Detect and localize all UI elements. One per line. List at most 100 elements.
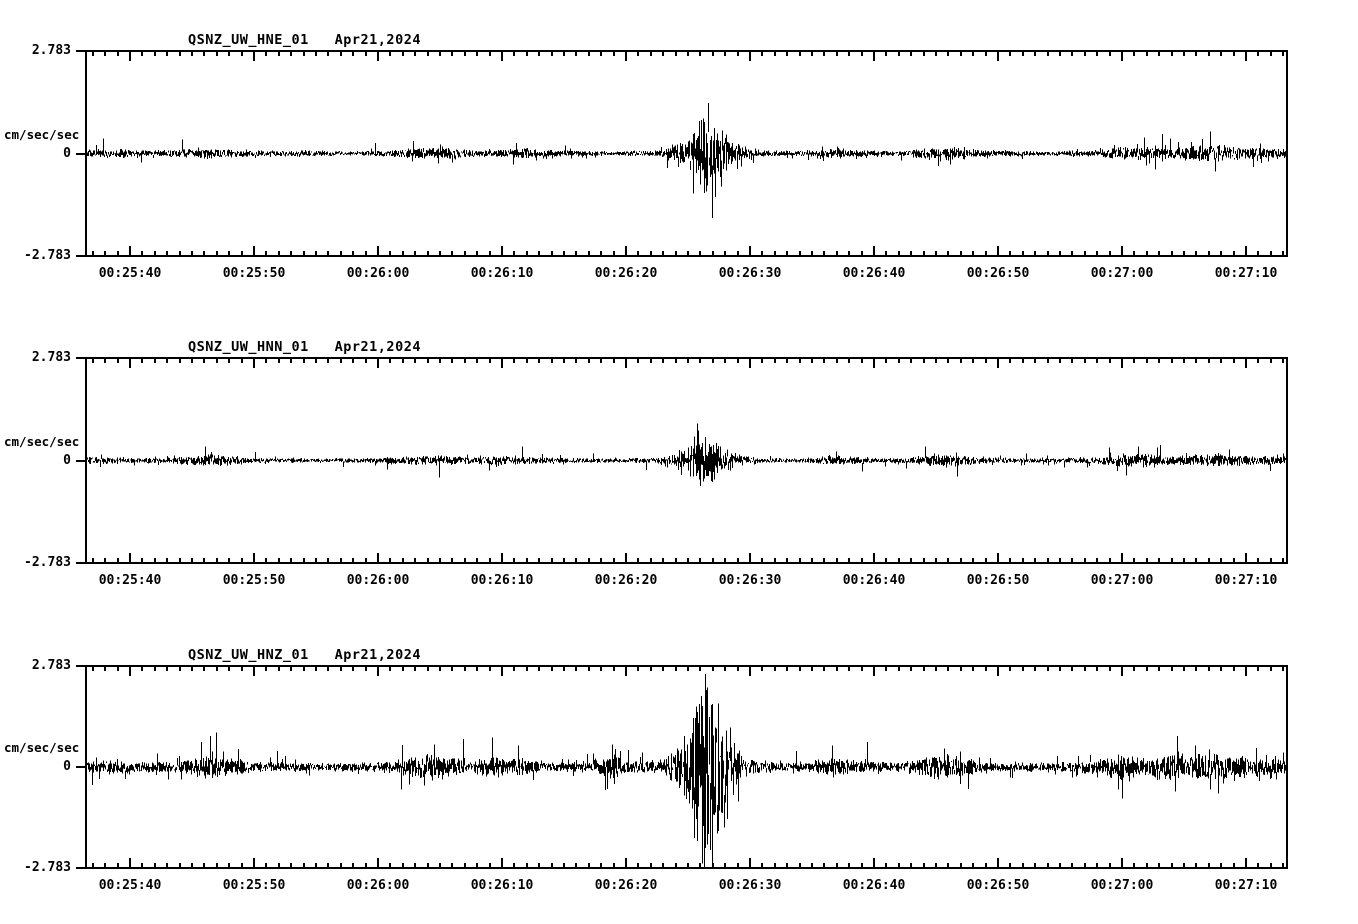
x-axis-minor-tick [1171, 357, 1173, 363]
x-axis-minor-tick [600, 665, 602, 671]
x-axis-minor-tick [327, 863, 329, 869]
x-axis-major-tick [1245, 553, 1247, 564]
y-axis-min-label: -2.783 [24, 248, 71, 263]
x-axis-minor-tick [836, 863, 838, 869]
x-axis-minor-tick [154, 558, 156, 564]
x-axis-minor-tick [303, 251, 305, 257]
x-axis-minor-tick [290, 558, 292, 564]
x-axis-minor-tick [811, 50, 813, 56]
x-axis-minor-tick [575, 558, 577, 564]
x-axis-minor-tick [836, 665, 838, 671]
x-axis-minor-tick [923, 863, 925, 869]
x-axis-minor-tick [179, 558, 181, 564]
x-axis-minor-tick [885, 558, 887, 564]
x-axis-minor-tick [1071, 558, 1073, 564]
x-axis-major-tick [1245, 246, 1247, 257]
x-axis-minor-tick [265, 665, 267, 671]
x-axis-minor-tick [799, 50, 801, 56]
x-axis-major-tick [377, 858, 379, 869]
x-axis-minor-tick [588, 558, 590, 564]
x-axis-minor-tick [761, 863, 763, 869]
x-axis-minor-tick [898, 251, 900, 257]
x-axis-major-tick [129, 665, 131, 676]
x-axis-major-tick [997, 246, 999, 257]
x-axis-minor-tick [1171, 50, 1173, 56]
x-axis-minor-tick [935, 558, 937, 564]
x-axis-minor-tick [389, 665, 391, 671]
x-axis-minor-tick [563, 357, 565, 363]
x-axis-minor-tick [947, 665, 949, 671]
x-axis-minor-tick [724, 665, 726, 671]
x-axis-minor-tick [1233, 558, 1235, 564]
x-axis-minor-tick [352, 357, 354, 363]
x-axis-minor-tick [613, 357, 615, 363]
x-axis-minor-tick [526, 558, 528, 564]
y-axis-zero-label: 0 [63, 452, 71, 468]
x-axis-tick-label: 00:26:00 [346, 878, 410, 893]
x-axis-minor-tick [1282, 863, 1284, 869]
y-axis-max-label: 2.783 [31, 43, 71, 58]
x-axis-minor-tick [799, 558, 801, 564]
x-axis-minor-tick [513, 50, 515, 56]
x-axis-minor-tick [1270, 357, 1272, 363]
x-axis-minor-tick [265, 50, 267, 56]
x-axis-minor-tick [489, 357, 491, 363]
x-axis-minor-tick [687, 863, 689, 869]
x-axis-minor-tick [203, 863, 205, 869]
x-axis-minor-tick [191, 50, 193, 56]
x-axis-minor-tick [104, 357, 106, 363]
x-axis-minor-tick [464, 665, 466, 671]
waveform-path [86, 673, 1287, 868]
x-axis-minor-tick [1282, 251, 1284, 257]
x-axis-minor-tick [203, 665, 205, 671]
x-axis-minor-tick [513, 863, 515, 869]
x-axis-tick-label: 00:26:40 [842, 266, 906, 281]
x-axis-minor-tick [712, 50, 714, 56]
x-axis-minor-tick [600, 863, 602, 869]
x-axis-minor-tick [799, 251, 801, 257]
x-axis-tick-label: 00:25:50 [222, 266, 286, 281]
x-axis-minor-tick [1220, 558, 1222, 564]
x-axis-minor-tick [1208, 665, 1210, 671]
x-axis-minor-tick [1059, 50, 1061, 56]
x-axis-minor-tick [1022, 251, 1024, 257]
x-axis-minor-tick [898, 558, 900, 564]
x-axis-minor-tick [365, 50, 367, 56]
x-axis-major-tick [997, 357, 999, 368]
x-axis-minor-tick [1084, 357, 1086, 363]
x-axis-minor-tick [947, 50, 949, 56]
x-axis-minor-tick [811, 863, 813, 869]
waveform-trace [86, 103, 1287, 219]
x-axis-minor-tick [489, 50, 491, 56]
y-axis-tick [76, 562, 85, 564]
x-axis-major-tick [377, 553, 379, 564]
x-axis-minor-tick [365, 665, 367, 671]
x-axis-minor-tick [1034, 50, 1036, 56]
x-axis-minor-tick [104, 665, 106, 671]
x-axis-minor-tick [179, 357, 181, 363]
x-axis-minor-tick [117, 863, 119, 869]
x-axis-minor-tick [910, 357, 912, 363]
y-axis-min-label: -2.783 [24, 860, 71, 875]
x-axis-minor-tick [290, 251, 292, 257]
x-axis-minor-tick [1022, 665, 1024, 671]
x-axis-minor-tick [985, 863, 987, 869]
x-axis-minor-tick [166, 50, 168, 56]
x-axis-minor-tick [278, 357, 280, 363]
x-axis-minor-tick [712, 357, 714, 363]
x-axis-minor-tick [104, 251, 106, 257]
x-axis-minor-tick [675, 357, 677, 363]
waveform-path [86, 423, 1287, 486]
x-axis-minor-tick [1183, 863, 1185, 869]
x-axis-major-tick [1121, 665, 1123, 676]
x-axis-minor-tick [340, 251, 342, 257]
x-axis-minor-tick [427, 251, 429, 257]
x-axis-minor-tick [737, 357, 739, 363]
x-axis-minor-tick [687, 665, 689, 671]
x-axis-minor-tick [848, 50, 850, 56]
x-axis-minor-tick [92, 357, 94, 363]
x-axis-minor-tick [575, 665, 577, 671]
x-axis-minor-tick [699, 251, 701, 257]
x-axis-minor-tick [823, 665, 825, 671]
x-axis-minor-tick [811, 558, 813, 564]
